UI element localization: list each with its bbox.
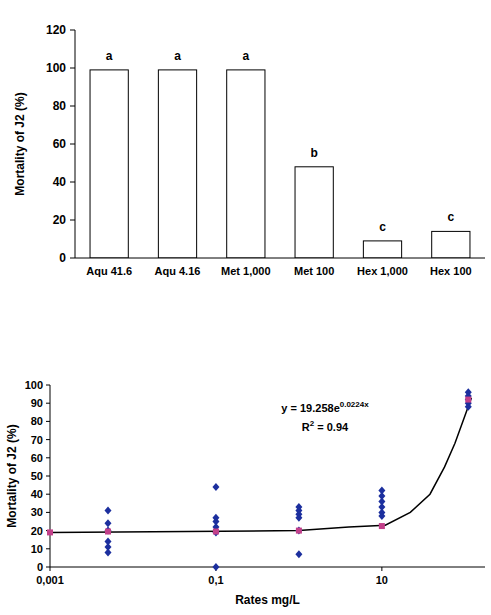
y-tick	[70, 144, 75, 145]
point	[213, 529, 219, 535]
annotation-text: = 0.94	[314, 421, 349, 433]
y-tick-label: 120	[46, 23, 66, 37]
point	[212, 483, 219, 491]
annotation: a	[106, 49, 113, 63]
x-tick-label: Aqu 4.16	[155, 265, 201, 277]
x-tick-label: 0,001	[36, 574, 64, 586]
x-tick-label: Met 1,000	[221, 265, 271, 277]
y-tick-label: 60	[53, 137, 67, 151]
point	[104, 548, 111, 556]
y-tick	[70, 68, 75, 69]
point	[379, 523, 385, 529]
bar	[158, 70, 196, 258]
annotation: a	[174, 49, 181, 63]
bar	[363, 241, 401, 258]
point	[296, 528, 302, 534]
x-tick-label: 0,1	[208, 574, 223, 586]
point	[295, 550, 302, 558]
annotation: c	[379, 220, 386, 234]
y-tick-label: 20	[53, 213, 67, 227]
y-tick-label: 20	[31, 525, 43, 537]
point	[212, 563, 219, 571]
y-tick-label: 40	[31, 488, 43, 500]
y-tick-label: 100	[46, 61, 66, 75]
x-tick-label: Met 100	[294, 265, 334, 277]
bar	[295, 167, 333, 258]
y-tick	[46, 385, 50, 386]
bar-chart: 0 20 40 60 80 100 120 a Aqu 41.6 a Aqu 4.16 a Met 1,…	[13, 23, 485, 277]
point	[105, 529, 111, 535]
y-tick-label: 80	[31, 415, 43, 427]
bar	[227, 70, 265, 258]
figure: 020406080100120aAqu 41.6aAqu 4.16aMet 1,…	[0, 0, 491, 615]
y-tick-label: 80	[53, 99, 67, 113]
y-axis	[50, 385, 51, 567]
point	[295, 527, 302, 535]
point	[104, 527, 111, 535]
point	[465, 397, 471, 403]
y-axis	[75, 30, 76, 258]
y-tick	[70, 220, 75, 221]
annotation: R2 = 0.94	[302, 419, 349, 433]
annotation-sup: 0.0224x	[340, 400, 369, 409]
y-tick-label: 60	[31, 452, 43, 464]
x-axis	[50, 567, 485, 568]
bars	[90, 70, 470, 258]
scatter-chart: 0 10 20 30 40 50 60 70 80 90 100 0,001 0,1 10 y = 19.2…	[5, 379, 485, 607]
y-tick	[46, 476, 50, 477]
bar	[432, 231, 470, 258]
y-tick	[46, 421, 50, 422]
y-tick	[46, 439, 50, 440]
y-tick	[70, 258, 75, 259]
x-tick	[381, 567, 382, 571]
y-tick	[46, 512, 50, 513]
y-tick	[46, 567, 50, 568]
plot-area	[47, 388, 472, 571]
y-tick-label: 40	[53, 175, 67, 189]
y-tick	[46, 548, 50, 549]
y-tick-label: 10	[31, 543, 43, 555]
y-tick-label: 50	[31, 470, 43, 482]
x-tick-label: Hex 100	[430, 265, 472, 277]
annotation: b	[310, 146, 317, 160]
y-tick	[46, 457, 50, 458]
x-tick-label: 10	[376, 574, 388, 586]
y-axis-label: Mortality of J2 (%)	[5, 424, 19, 527]
y-tick	[70, 182, 75, 183]
y-tick-label: 0	[59, 251, 66, 265]
y-tick	[46, 494, 50, 495]
point	[465, 403, 472, 411]
fit-line	[50, 398, 471, 533]
x-axis-label: Rates mg/L	[235, 593, 300, 607]
y-tick-label: 30	[31, 506, 43, 518]
point	[465, 396, 472, 404]
annotation-text: y = 19.258e	[281, 402, 339, 414]
annotation: a	[242, 49, 249, 63]
point	[212, 528, 219, 536]
annotation: y = 19.258e0.0224x	[281, 400, 369, 414]
point	[104, 519, 111, 527]
point	[104, 507, 111, 515]
y-axis-label: Mortality of J2 (%)	[13, 92, 27, 195]
bar	[90, 70, 128, 258]
x-axis	[75, 258, 485, 259]
annotation: c	[447, 210, 454, 224]
x-tick	[50, 567, 51, 571]
point	[47, 529, 53, 535]
y-tick-label: 0	[37, 561, 43, 573]
y-tick-label: 90	[31, 397, 43, 409]
x-tick-label: Hex 1,000	[357, 265, 408, 277]
y-tick	[70, 30, 75, 31]
point	[378, 512, 385, 520]
x-tick-label: Aqu 41.6	[86, 265, 132, 277]
y-tick	[46, 403, 50, 404]
y-tick-label: 100	[25, 379, 43, 391]
y-tick-label: 70	[31, 434, 43, 446]
point	[295, 514, 302, 522]
annotation-text: R	[302, 421, 310, 433]
y-tick	[70, 106, 75, 107]
